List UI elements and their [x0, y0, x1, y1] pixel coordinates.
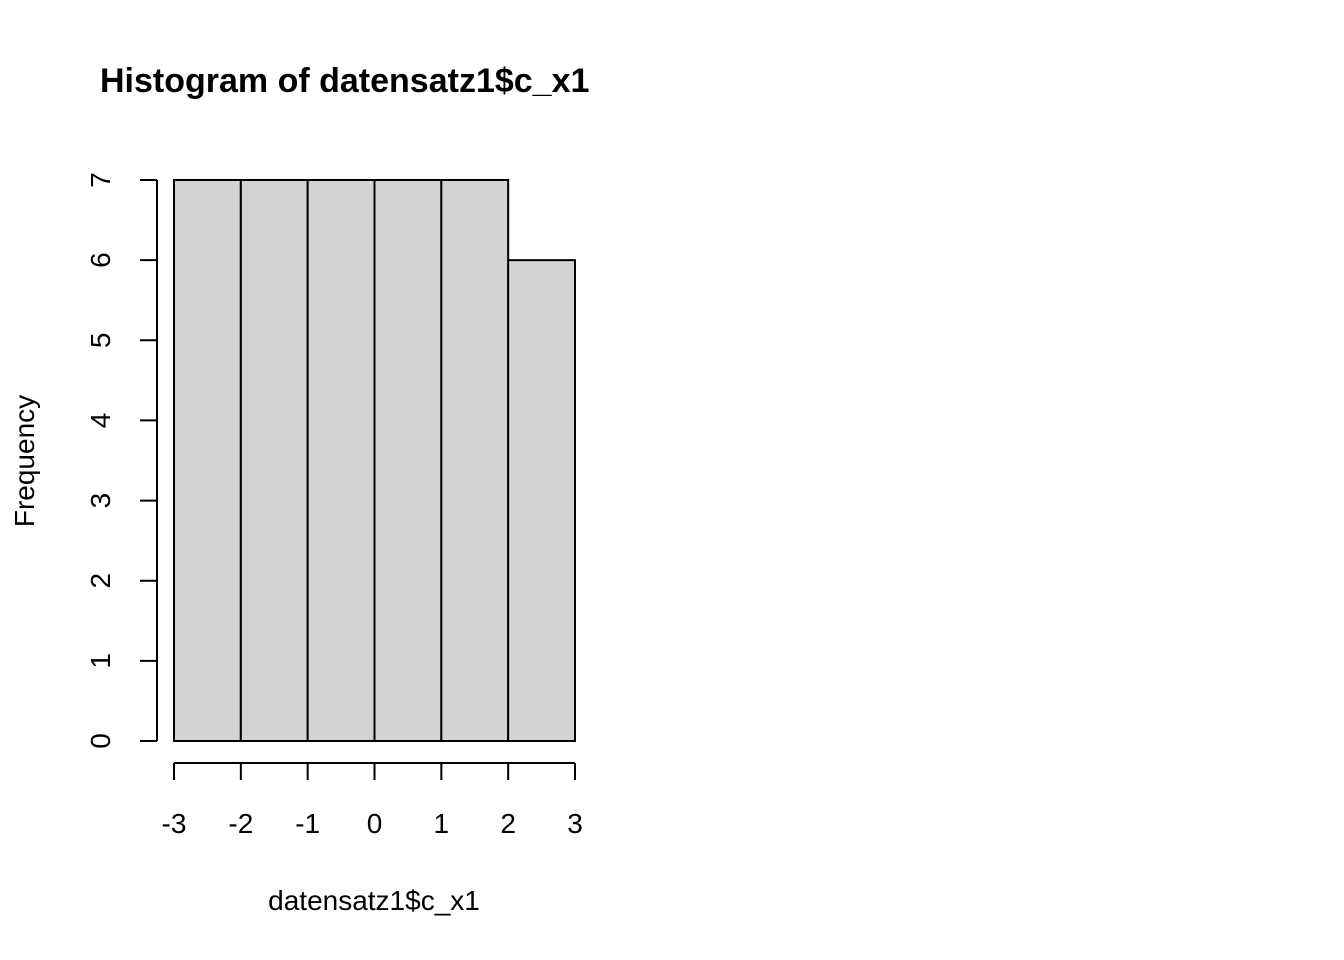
x-tick-label: 2 — [500, 808, 516, 839]
histogram-bar — [306, 179, 376, 742]
x-tick-label: -1 — [295, 808, 320, 839]
y-tick-label: 6 — [85, 252, 116, 268]
histogram-bar — [507, 259, 576, 742]
y-tick-label: 7 — [85, 172, 116, 188]
x-tick-label: -2 — [228, 808, 253, 839]
x-axis: -3 -2 -1 0 1 2 3 — [162, 762, 583, 839]
histogram-bar — [173, 179, 242, 742]
histogram-bars — [173, 179, 576, 742]
y-tick-label: 2 — [85, 573, 116, 589]
histogram-bar — [239, 179, 309, 742]
x-tick-label: 1 — [434, 808, 450, 839]
chart-title: Histogram of datensatz1$c_x1 — [100, 62, 589, 100]
y-tick-label: 3 — [85, 493, 116, 509]
histogram-bar — [440, 179, 510, 742]
x-tick-label: 3 — [567, 808, 583, 839]
x-tick-label: 0 — [367, 808, 383, 839]
y-tick-label: 5 — [85, 332, 116, 348]
histogram-bar — [373, 179, 443, 742]
y-axis: 0 1 2 3 4 5 6 7 — [85, 172, 158, 749]
y-axis-label: Frequency — [9, 395, 40, 527]
x-axis-label: datensatz1$c_x1 — [268, 885, 480, 916]
y-tick-label: 1 — [85, 653, 116, 669]
y-tick-label: 0 — [85, 733, 116, 749]
y-tick-label: 4 — [85, 413, 116, 429]
x-tick-label: -3 — [162, 808, 187, 839]
